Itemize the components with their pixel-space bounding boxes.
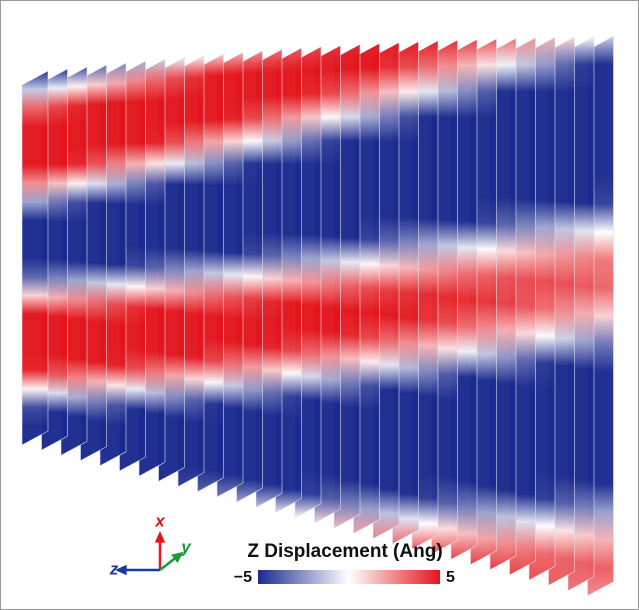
figure: Z Displacement (Ang) −5 5 xy z [0, 0, 639, 610]
axis-label: y [180, 537, 192, 556]
colorbar-tick-label: −5 [234, 569, 252, 586]
colorbar-tick-label: 5 [446, 569, 455, 586]
axis-label: x [154, 511, 166, 530]
colorbar-title: Z Displacement (Ang) [247, 541, 442, 562]
axis-label: z [109, 559, 119, 578]
colorbar-bar [258, 570, 440, 584]
slab [22, 71, 48, 445]
